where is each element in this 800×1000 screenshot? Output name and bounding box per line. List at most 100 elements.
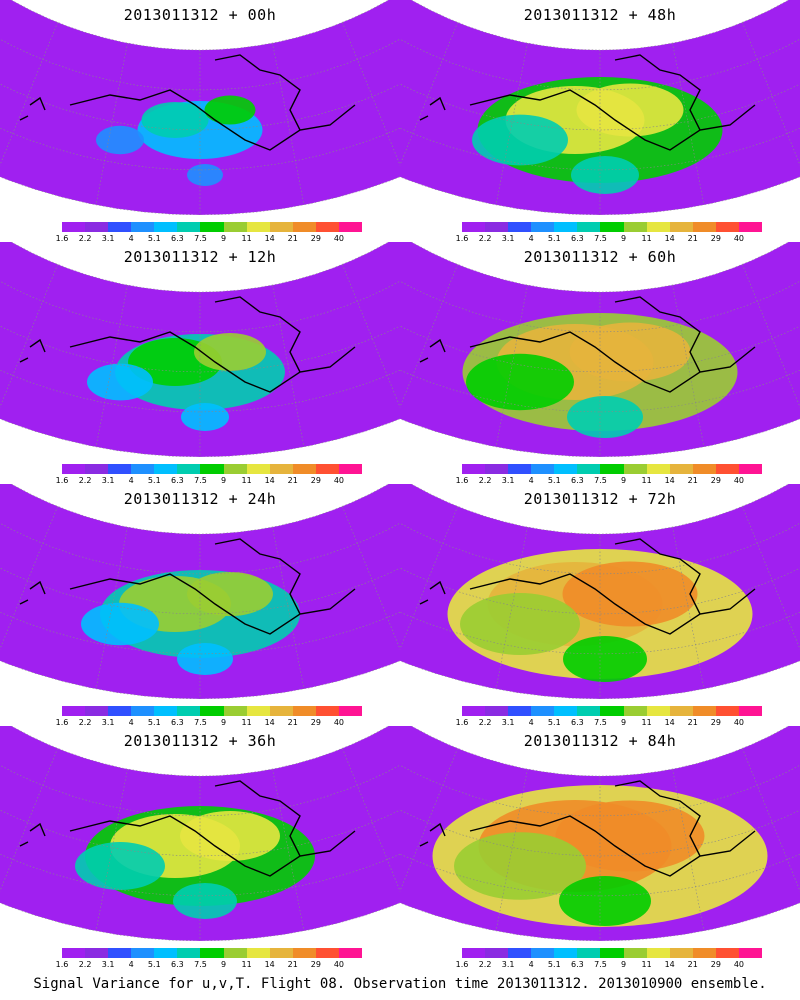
colorbar — [462, 464, 763, 474]
colorbar-ticks: 1.6 2.2 3.1 4 5.1 6.3 7.5 9 11 14 21 29 40 — [56, 960, 362, 970]
colorbar-swatch — [223, 706, 248, 716]
colorbar-tick-label: 1.6 — [455, 718, 469, 727]
colorbar-swatch — [554, 222, 578, 232]
coastline — [614, 780, 701, 857]
colorbar-tick-label: 29 — [710, 476, 721, 485]
colorbar-tick-label: 14 — [264, 476, 275, 485]
colorbar-swatch — [623, 706, 648, 716]
colorbar-tick-label: 21 — [287, 960, 298, 969]
colorbar-swatch — [223, 948, 248, 958]
colorbar-swatch — [577, 948, 601, 958]
colorbar-swatch — [692, 706, 717, 716]
colorbar-swatch — [600, 948, 625, 958]
forecast-map — [0, 484, 400, 699]
colorbar-tick-label: 6.3 — [571, 960, 584, 969]
forecast-map — [400, 0, 800, 215]
colorbar-swatch — [108, 948, 132, 958]
variance-contour — [460, 593, 580, 655]
colorbar-tick-label: 3.1 — [501, 718, 515, 727]
colorbar-tick-label: 7.5 — [594, 234, 607, 243]
forecast-map — [400, 726, 800, 941]
colorbar — [62, 222, 363, 232]
colorbar-swatch — [508, 706, 532, 716]
colorbar-ticks: 1.6 2.2 3.1 4 5.1 6.3 7.5 9 11 14 21 29 40 — [56, 476, 362, 486]
colorbar-tick-label: 6.3 — [171, 476, 184, 485]
colorbar-swatch — [485, 464, 509, 474]
colorbar-swatch — [177, 706, 201, 716]
colorbar-tick-label: 40 — [733, 234, 745, 243]
colorbar — [62, 706, 363, 716]
colorbar-tick-label: 2.2 — [478, 718, 492, 727]
colorbar-tick-label: 40 — [333, 718, 345, 727]
colorbar-tick-label: 4 — [528, 960, 534, 969]
forecast-map — [400, 484, 800, 699]
map-panel: 2013011312 + 12h 1.6 2.2 3.1 4 5.1 6.3 7.5 9 11 14… — [0, 242, 400, 487]
colorbar-swatch — [269, 464, 294, 474]
colorbar-swatch — [738, 464, 763, 474]
coastline — [469, 573, 756, 635]
colorbar-swatch — [246, 464, 271, 474]
variance-contour — [187, 164, 223, 186]
colorbar-tick-label: 14 — [664, 234, 675, 243]
colorbar-tick-label: 6.3 — [571, 476, 584, 485]
colorbar-tick-label: 7.5 — [594, 718, 607, 727]
coastline — [214, 780, 301, 857]
colorbar-tick-label: 40 — [333, 960, 345, 969]
colorbar-tick-label: 11 — [241, 234, 252, 243]
colorbar-swatch — [62, 222, 86, 232]
colorbar-tick-label: 29 — [310, 718, 321, 727]
colorbar-swatch — [108, 706, 132, 716]
coastline — [469, 89, 756, 151]
colorbar-swatch — [315, 948, 340, 958]
coastline — [214, 54, 301, 131]
colorbar-tick-label: 1.6 — [55, 718, 69, 727]
variance-contour — [563, 636, 647, 682]
colorbar-tick-label: 21 — [687, 960, 698, 969]
colorbar-swatch — [200, 464, 225, 474]
colorbar-swatch — [692, 948, 717, 958]
colorbar-tick-label: 9 — [220, 234, 227, 243]
island-outline — [19, 96, 46, 121]
colorbar-swatch — [738, 706, 763, 716]
colorbar-swatch — [646, 706, 671, 716]
colorbar-swatch — [315, 464, 340, 474]
colorbar-swatch — [577, 222, 601, 232]
forecast-map — [400, 242, 800, 457]
colorbar-swatch — [600, 222, 625, 232]
variance-contour — [576, 83, 684, 137]
colorbar-tick-label: 6.3 — [571, 234, 584, 243]
colorbar-swatch — [462, 222, 486, 232]
graticule — [400, 22, 800, 215]
colorbar-tick-label: 21 — [687, 718, 698, 727]
graticule — [400, 264, 800, 457]
colorbar-tick-label: 9 — [220, 960, 227, 969]
colorbar-tick-label: 4 — [128, 960, 134, 969]
map-panel: 2013011312 + 84h 1.6 2.2 3.1 4 5.1 6.3 7.5 9 11 14… — [400, 726, 800, 971]
colorbar-tick-label: 1.6 — [55, 234, 69, 243]
island-outline — [19, 580, 46, 605]
colorbar-ticks: 1.6 2.2 3.1 4 5.1 6.3 7.5 9 11 14 21 29 40 — [56, 234, 362, 244]
colorbar-swatch — [554, 948, 578, 958]
colorbar-swatch — [485, 706, 509, 716]
colorbar — [462, 222, 763, 232]
variance-contour — [204, 95, 256, 125]
coastline — [614, 538, 701, 615]
colorbar-tick-label: 11 — [241, 718, 252, 727]
variance-contour — [141, 102, 209, 138]
colorbar-swatch — [315, 706, 340, 716]
island-outline — [419, 96, 446, 121]
colorbar-swatch — [531, 222, 555, 232]
variance-contour — [81, 602, 159, 646]
colorbar-tick-label: 21 — [287, 476, 298, 485]
variance-contour — [559, 876, 651, 926]
colorbar-tick-label: 7.5 — [194, 960, 207, 969]
colorbar-swatch — [85, 222, 109, 232]
colorbar-swatch — [669, 948, 694, 958]
colorbar-swatch — [462, 948, 486, 958]
colorbar-swatch — [154, 464, 178, 474]
colorbar-swatch — [531, 464, 555, 474]
colorbar — [462, 706, 763, 716]
coastline — [69, 331, 356, 393]
colorbar-ticks: 1.6 2.2 3.1 4 5.1 6.3 7.5 9 11 14 21 29 40 — [456, 476, 762, 486]
colorbar-tick-label: 4 — [528, 476, 534, 485]
